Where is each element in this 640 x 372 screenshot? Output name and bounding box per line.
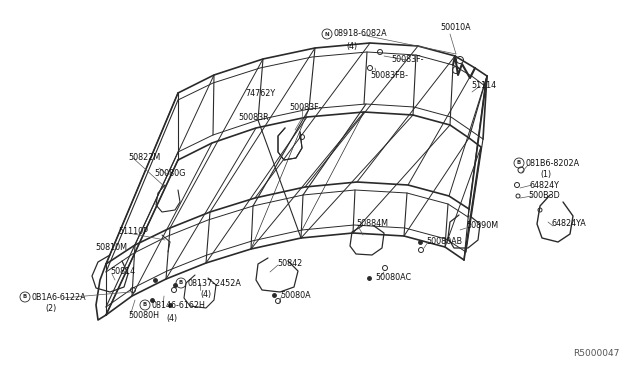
Text: R5000047: R5000047: [573, 349, 620, 358]
Text: (2): (2): [45, 305, 56, 314]
Text: B: B: [517, 160, 521, 166]
Text: 50080AC: 50080AC: [375, 273, 411, 282]
Text: 081B6-8202A: 081B6-8202A: [526, 158, 580, 167]
Text: (4): (4): [166, 314, 177, 323]
Text: 500B3D: 500B3D: [528, 192, 560, 201]
Text: 50083F-: 50083F-: [289, 103, 321, 112]
Text: 50814: 50814: [110, 267, 135, 276]
Text: (4): (4): [200, 289, 211, 298]
Text: 50010A: 50010A: [440, 23, 470, 32]
Text: N: N: [324, 32, 330, 36]
Text: 50080A: 50080A: [280, 291, 310, 299]
Text: 64824Y: 64824Y: [530, 180, 560, 189]
Text: 50822M: 50822M: [128, 154, 160, 163]
Text: 50080G: 50080G: [154, 170, 186, 179]
Text: 51114: 51114: [471, 80, 496, 90]
Text: 64824YA: 64824YA: [551, 219, 586, 228]
Text: 74762Y: 74762Y: [245, 90, 275, 99]
Text: (1): (1): [540, 170, 551, 180]
Text: 50842: 50842: [277, 259, 302, 267]
Text: 0B1A6-6122A: 0B1A6-6122A: [32, 292, 86, 301]
Text: B: B: [143, 302, 147, 308]
Text: 08146-6162H: 08146-6162H: [152, 301, 206, 310]
Text: 50080AB: 50080AB: [426, 237, 462, 247]
Text: 50083FB-: 50083FB-: [370, 71, 408, 80]
Text: B: B: [179, 280, 183, 285]
Text: 08918-6082A: 08918-6082A: [334, 29, 388, 38]
Text: B: B: [23, 295, 27, 299]
Text: 51110P: 51110P: [118, 228, 148, 237]
Text: 50884M: 50884M: [356, 219, 388, 228]
Text: 50083F-: 50083F-: [391, 55, 424, 64]
Text: 08137-2452A: 08137-2452A: [188, 279, 242, 288]
Text: 50083R: 50083R: [238, 113, 269, 122]
Text: 50810M: 50810M: [95, 243, 127, 251]
Text: 50890M: 50890M: [466, 221, 498, 231]
Text: (4): (4): [346, 42, 357, 51]
Text: 50080H: 50080H: [128, 311, 159, 321]
